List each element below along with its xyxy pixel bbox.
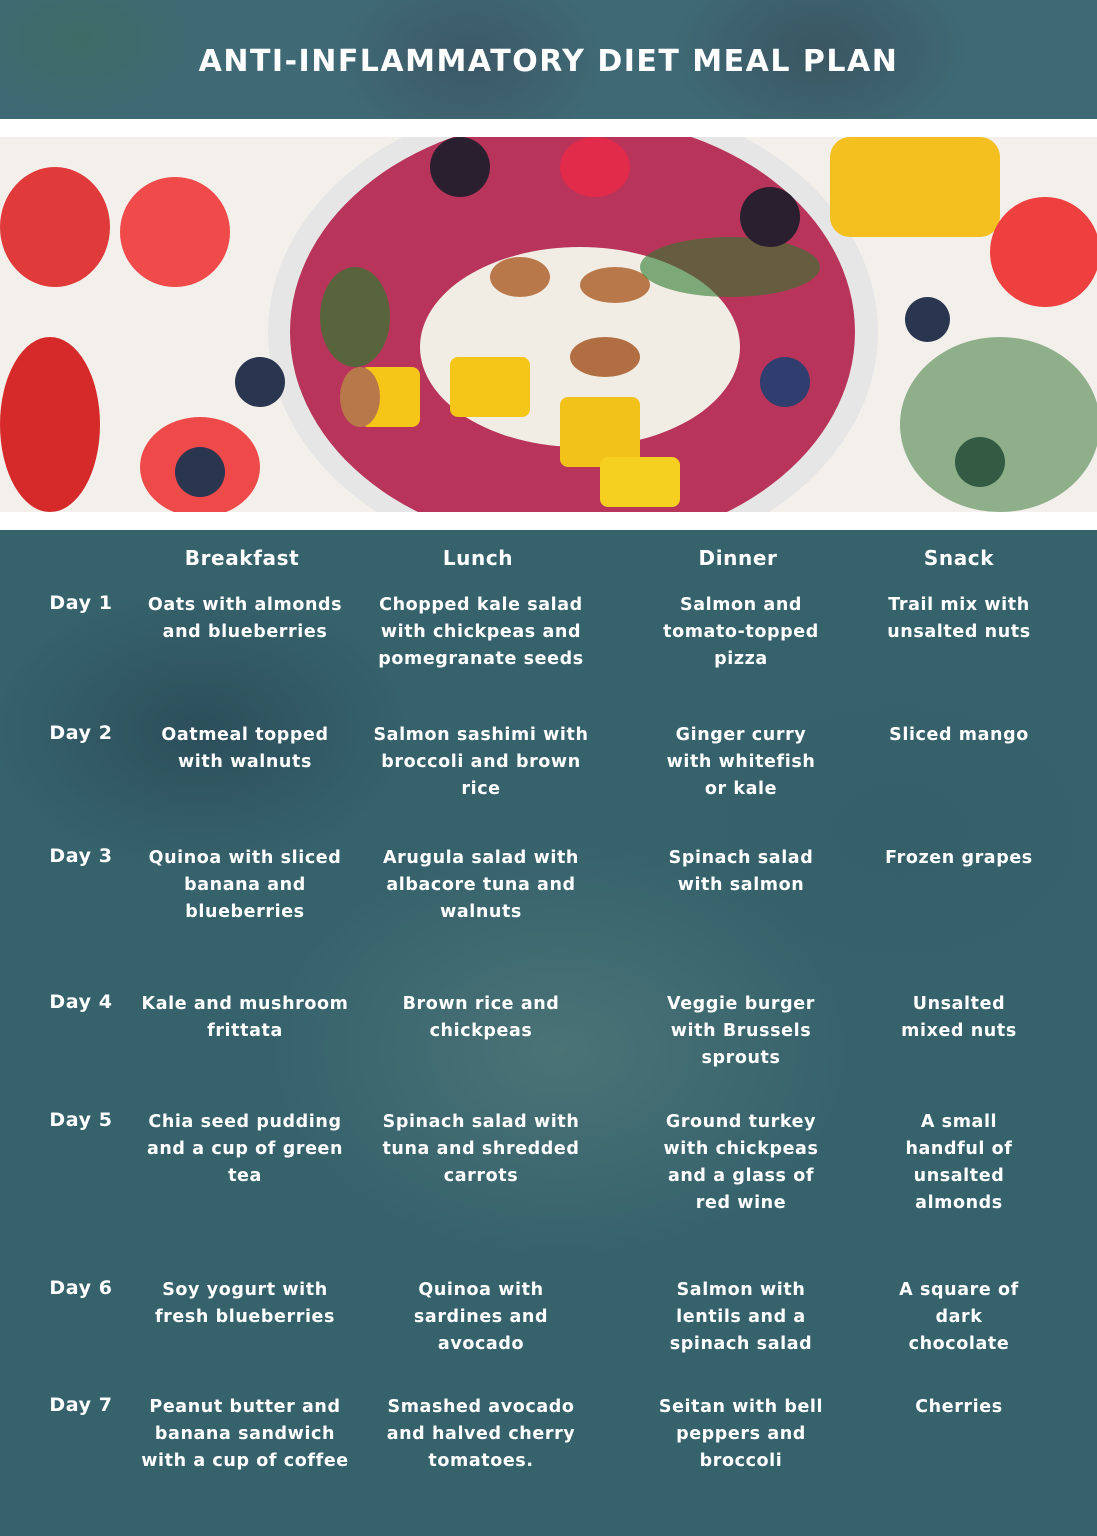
meal-snack: Trail mix with unsalted nuts xyxy=(887,595,1031,642)
meal-breakfast: Kale and mushroom frittata xyxy=(141,994,349,1041)
meal-breakfast: Quinoa with sliced banana and blueberrie… xyxy=(148,848,342,922)
meal-snack: A square of dark chocolate xyxy=(899,1280,1019,1354)
meal-dinner: Ground turkey with chickpeas and a glass… xyxy=(663,1112,819,1213)
meal-dinner: Ginger curry with whitefish or kale xyxy=(666,725,816,799)
column-header-snack: Snack xyxy=(923,546,995,570)
meal-lunch: Brown rice and chickpeas xyxy=(402,994,560,1041)
meal-snack: Unsalted mixed nuts xyxy=(901,994,1017,1041)
meal-dinner: Seitan with bell peppers and broccoli xyxy=(658,1397,824,1471)
divider xyxy=(0,119,1097,137)
day-label: Day 2 xyxy=(49,722,113,744)
divider xyxy=(0,512,1097,530)
smoothie-bowl-image xyxy=(0,137,1097,512)
meal-lunch: Spinach salad with tuna and shredded car… xyxy=(382,1112,580,1186)
meal-dinner: Spinach salad with salmon xyxy=(668,848,814,895)
meal-snack: Cherries xyxy=(915,1397,1003,1417)
day-label: Day 7 xyxy=(49,1394,113,1416)
meal-breakfast: Peanut butter and banana sandwich with a… xyxy=(141,1397,349,1471)
meal-plan-table: Breakfast Lunch Dinner Snack Day 1 Oats w… xyxy=(0,530,1097,1536)
meal-breakfast: Soy yogurt with fresh blueberries xyxy=(154,1280,336,1327)
meal-lunch: Smashed avocado and halved cherry tomato… xyxy=(386,1397,576,1471)
day-label: Day 4 xyxy=(49,991,113,1013)
day-label: Day 6 xyxy=(49,1277,113,1299)
meal-snack: A small handful of unsalted almonds xyxy=(905,1112,1013,1213)
meal-dinner: Veggie burger with Brussels sprouts xyxy=(667,994,815,1068)
meal-dinner: Salmon with lentils and a spinach salad xyxy=(669,1280,813,1354)
meal-lunch: Arugula salad with albacore tuna and wal… xyxy=(383,848,579,922)
day-label: Day 1 xyxy=(49,592,113,614)
day-label: Day 5 xyxy=(49,1109,113,1131)
meal-lunch: Chopped kale salad with chickpeas and po… xyxy=(378,595,584,669)
page-title: ANTI-INFLAMMATORY DIET MEAL PLAN xyxy=(198,44,899,79)
meal-breakfast: Chia seed pudding and a cup of green tea xyxy=(146,1112,344,1186)
column-header-breakfast: Breakfast xyxy=(184,546,300,570)
column-header-dinner: Dinner xyxy=(698,546,778,570)
meal-snack: Frozen grapes xyxy=(885,848,1033,868)
meal-snack: Sliced mango xyxy=(889,725,1029,745)
day-label: Day 3 xyxy=(49,845,113,867)
column-header-lunch: Lunch xyxy=(442,546,514,570)
meal-breakfast: Oats with almonds and blueberries xyxy=(147,595,343,642)
meal-breakfast: Oatmeal topped with walnuts xyxy=(161,725,329,772)
meal-lunch: Quinoa with sardines and avocado xyxy=(413,1280,549,1354)
meal-lunch: Salmon sashimi with broccoli and brown r… xyxy=(373,725,589,799)
meal-dinner: Salmon and tomato-topped pizza xyxy=(663,595,819,669)
header-banner: ANTI-INFLAMMATORY DIET MEAL PLAN xyxy=(0,0,1097,119)
